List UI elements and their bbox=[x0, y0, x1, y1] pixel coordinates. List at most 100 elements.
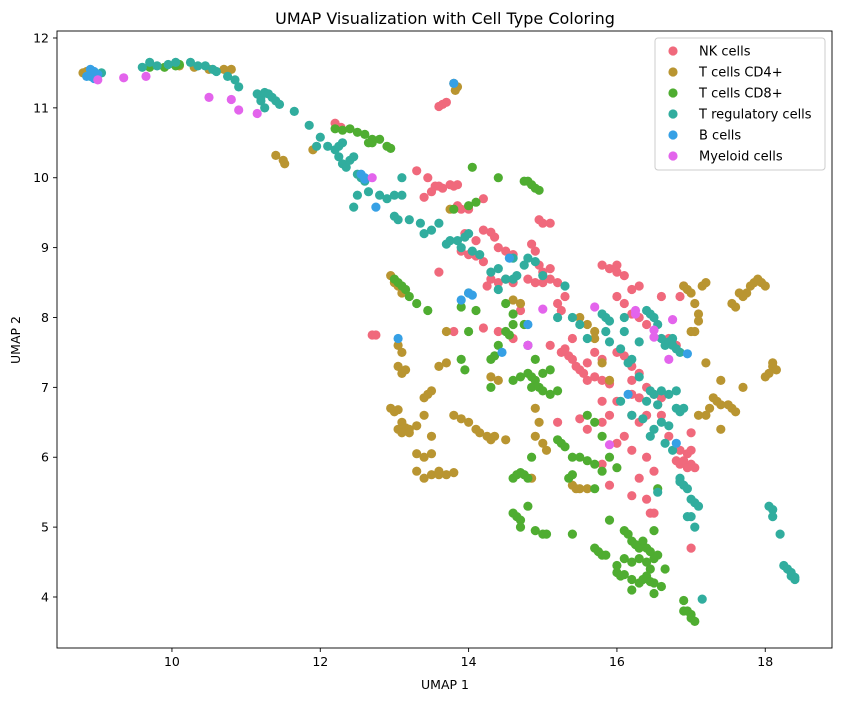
point-s0-130 bbox=[664, 431, 674, 441]
point-s0-80 bbox=[627, 375, 637, 385]
point-s2-6 bbox=[345, 124, 355, 134]
point-s3-8 bbox=[171, 57, 181, 67]
point-s1-91 bbox=[690, 326, 700, 337]
point-s0-117 bbox=[582, 424, 592, 434]
point-s4-20 bbox=[671, 438, 681, 448]
point-s3-74 bbox=[538, 271, 548, 281]
point-s1-96 bbox=[760, 281, 770, 291]
point-s1-114 bbox=[738, 382, 748, 392]
point-s5-14 bbox=[649, 332, 659, 342]
point-s2-5 bbox=[337, 125, 348, 135]
point-s3-81 bbox=[604, 316, 615, 326]
x-axis-ticks: 10 12 14 16 18 bbox=[164, 648, 773, 669]
point-s2-73 bbox=[597, 466, 607, 476]
point-s4-13 bbox=[467, 290, 477, 300]
point-s3-144 bbox=[619, 312, 629, 323]
point-s3-95 bbox=[675, 347, 685, 357]
point-s3-4 bbox=[137, 62, 147, 72]
point-s2-126 bbox=[679, 595, 689, 606]
point-s0-122 bbox=[679, 456, 689, 466]
point-s5-6 bbox=[252, 108, 262, 119]
point-s1-73 bbox=[590, 326, 600, 337]
point-s3-45 bbox=[382, 194, 392, 204]
point-s1-47 bbox=[434, 470, 444, 480]
point-s3-42 bbox=[352, 190, 362, 200]
point-s0-100 bbox=[619, 271, 629, 281]
x-tick-label-2: 14 bbox=[461, 654, 477, 669]
point-s3-15 bbox=[230, 75, 240, 85]
point-s0-74 bbox=[590, 347, 600, 357]
point-s3-11 bbox=[200, 61, 210, 71]
point-s0-44 bbox=[538, 278, 548, 288]
point-s1-57 bbox=[426, 449, 437, 459]
point-s1-64 bbox=[515, 298, 526, 309]
point-s1-10 bbox=[271, 150, 281, 160]
point-s1-33 bbox=[412, 421, 422, 431]
point-s3-46 bbox=[389, 190, 399, 200]
point-s3-111 bbox=[649, 424, 659, 434]
point-s3-104 bbox=[664, 389, 674, 399]
legend-marker-4 bbox=[668, 130, 678, 140]
point-s5-15 bbox=[664, 354, 674, 364]
point-s0-15 bbox=[452, 180, 463, 190]
point-s3-109 bbox=[656, 417, 667, 427]
point-s2-53 bbox=[538, 386, 548, 396]
point-s3-55 bbox=[426, 225, 437, 235]
point-s2-104 bbox=[627, 557, 637, 567]
point-s0-10 bbox=[426, 187, 437, 197]
point-s3-10 bbox=[193, 61, 203, 71]
point-s4-8 bbox=[360, 174, 370, 184]
point-s2-116 bbox=[627, 574, 637, 585]
point-s0-107 bbox=[642, 319, 652, 330]
y-tick-label-6: 10 bbox=[33, 170, 49, 185]
point-s2-86 bbox=[515, 522, 526, 532]
point-s0-60 bbox=[515, 305, 526, 316]
point-s1-43 bbox=[426, 470, 437, 480]
point-s0-4 bbox=[441, 97, 451, 107]
point-s2-14 bbox=[363, 138, 374, 148]
y-axis-ticks: 4 5 6 7 8 9 10 11 12 bbox=[33, 30, 57, 604]
point-s0-71 bbox=[590, 372, 600, 382]
point-s3-84 bbox=[619, 326, 629, 337]
point-s3-59 bbox=[452, 236, 463, 246]
point-s3-49 bbox=[397, 173, 407, 183]
point-s3-100 bbox=[634, 372, 644, 382]
point-s0-50 bbox=[553, 298, 563, 309]
point-s1-23 bbox=[401, 365, 411, 375]
x-axis-label: UMAP 1 bbox=[421, 677, 469, 692]
point-s0-124 bbox=[686, 445, 696, 455]
point-s0-82 bbox=[634, 393, 644, 403]
point-s2-30 bbox=[412, 298, 422, 309]
point-s0-108 bbox=[612, 267, 622, 277]
point-s2-122 bbox=[656, 581, 667, 592]
point-s0-95 bbox=[642, 494, 652, 504]
point-s0-99 bbox=[612, 260, 622, 270]
point-s3-62 bbox=[464, 229, 474, 239]
point-s0-92 bbox=[649, 466, 659, 476]
point-s2-69 bbox=[582, 410, 592, 420]
point-s1-71 bbox=[575, 312, 585, 323]
point-s2-32 bbox=[456, 302, 466, 312]
point-s2-54 bbox=[545, 389, 555, 399]
point-s3-106 bbox=[642, 396, 652, 406]
point-s5-4 bbox=[226, 94, 236, 105]
legend-label-0: NK cells bbox=[699, 45, 751, 60]
point-s0-29 bbox=[530, 246, 540, 256]
point-s4-11 bbox=[456, 295, 466, 305]
point-s1-58 bbox=[419, 452, 429, 462]
point-s0-26 bbox=[493, 243, 503, 253]
point-s0-118 bbox=[597, 417, 607, 427]
point-s3-76 bbox=[567, 312, 578, 323]
point-s3-64 bbox=[475, 250, 485, 260]
point-s2-66 bbox=[582, 456, 592, 466]
point-s0-25 bbox=[471, 236, 481, 246]
point-s0-32 bbox=[545, 218, 555, 228]
point-s3-129 bbox=[697, 594, 707, 604]
point-s3-97 bbox=[634, 337, 644, 347]
point-s2-50 bbox=[530, 375, 540, 385]
point-s1-12 bbox=[280, 159, 290, 169]
legend-label-2: T cells CD8+ bbox=[698, 87, 783, 102]
point-s2-98 bbox=[638, 536, 648, 546]
point-s0-27 bbox=[501, 246, 511, 256]
point-s3-71 bbox=[519, 260, 529, 270]
